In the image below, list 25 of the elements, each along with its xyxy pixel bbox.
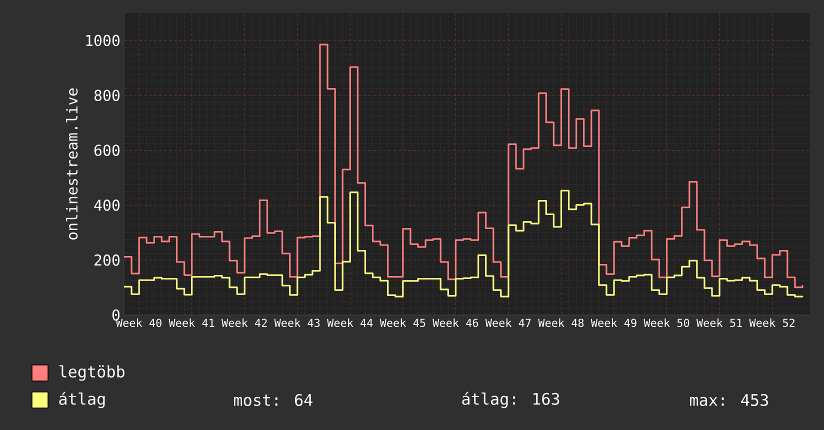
x-tick-label: Week 41: [168, 318, 214, 327]
y-tick-label: 800: [94, 90, 120, 102]
x-tick-label: Week 45: [380, 318, 426, 327]
text: most: 64: [234, 394, 312, 406]
x-tick-label: Week 48: [538, 318, 584, 327]
x-tick-label: Week 44: [327, 318, 373, 327]
y-tick-label: 1000: [86, 34, 120, 46]
x-tick-label: Week 43: [274, 318, 320, 327]
legend-label: legtöbb: [59, 365, 124, 381]
y-tick-label: 200: [94, 254, 120, 266]
legend-label: átlag: [59, 392, 105, 408]
y-tick-label: 400: [94, 200, 120, 211]
x-tick-label: Week 46: [432, 318, 478, 327]
x-tick-label: Week 52: [749, 318, 794, 327]
text: max: 453: [690, 394, 768, 406]
y-axis-title: onlinestream.live: [66, 88, 78, 240]
x-tick-label: Week 47: [485, 318, 531, 327]
x-tick-label: Week 49: [590, 318, 636, 327]
y-tick-label: 0: [112, 309, 120, 321]
x-tick-label: Week 42: [222, 318, 267, 327]
text: átlag: 163: [462, 392, 560, 408]
x-tick-label: Week 50: [644, 318, 690, 327]
y-tick-label: 600: [94, 144, 120, 156]
x-tick-label: Week 40: [116, 318, 162, 327]
x-tick-label: Week 51: [696, 318, 742, 327]
